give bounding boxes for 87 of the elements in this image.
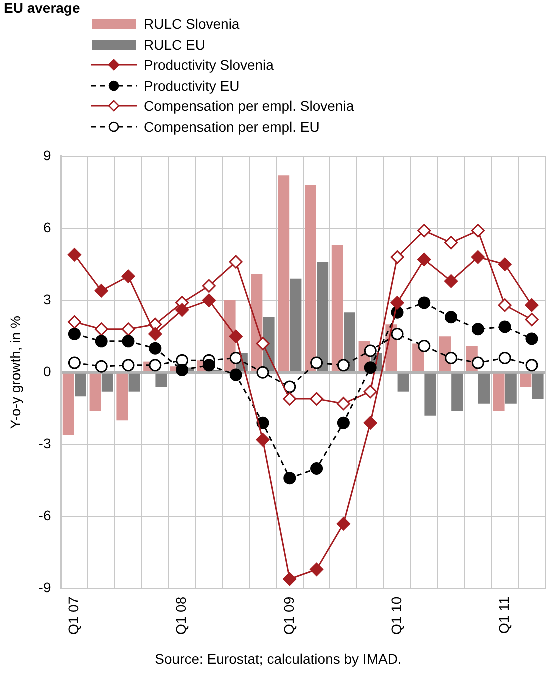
source-note: Source: Eurostat; calculations by IMAD. — [154, 651, 403, 667]
point — [122, 335, 135, 348]
legend-label: RULC Slovenia — [144, 15, 240, 34]
point — [230, 352, 242, 364]
y-axis-title: Y-o-y growth, in % — [7, 316, 24, 430]
point — [418, 252, 432, 266]
point — [122, 322, 136, 336]
point — [471, 224, 485, 238]
point — [148, 327, 162, 341]
point — [418, 224, 432, 238]
point — [256, 337, 270, 351]
point — [337, 359, 350, 372]
point — [176, 303, 190, 317]
point — [498, 352, 512, 364]
point — [390, 296, 404, 310]
point — [149, 359, 162, 372]
point — [472, 323, 484, 336]
point — [256, 366, 270, 379]
point — [364, 344, 377, 358]
point — [526, 332, 538, 346]
x-tick-label: Q1 09 — [280, 596, 297, 636]
point — [149, 342, 162, 355]
point — [472, 356, 484, 370]
point — [202, 359, 216, 372]
point — [256, 433, 270, 447]
point — [336, 517, 350, 531]
point — [444, 236, 458, 250]
x-tick-label: Q1 10 — [388, 596, 404, 636]
x-tick-label: Q1 08 — [173, 596, 190, 636]
point — [229, 330, 243, 344]
point — [526, 359, 538, 372]
point — [229, 255, 243, 269]
y-tick-label: 0 — [43, 363, 52, 380]
point — [94, 284, 108, 298]
point — [418, 296, 431, 310]
point — [94, 322, 108, 336]
y-tick-label: 9 — [43, 147, 52, 164]
point — [336, 397, 350, 411]
x-tick-label: Q1 11 — [496, 596, 512, 634]
point — [95, 360, 108, 373]
point — [310, 356, 324, 370]
point — [310, 462, 324, 475]
point — [498, 320, 512, 334]
y-tick-label: 6 — [43, 219, 52, 236]
point — [230, 368, 242, 382]
point — [525, 298, 539, 312]
point — [364, 385, 378, 399]
point — [283, 392, 297, 406]
point — [390, 250, 404, 264]
point — [364, 362, 377, 374]
point — [310, 562, 324, 576]
point — [202, 279, 216, 293]
legend-label: Compensation per empl. Slovenia — [144, 97, 354, 116]
y-tick-label: -3 — [38, 436, 52, 452]
legend-label: Compensation per empl. EU — [144, 118, 320, 137]
point — [445, 352, 458, 364]
point — [68, 356, 81, 370]
point — [418, 340, 431, 352]
point — [202, 294, 216, 308]
point — [176, 364, 189, 376]
point — [310, 392, 324, 406]
point — [498, 298, 512, 312]
y-tick-label: -9 — [38, 580, 52, 596]
point — [498, 258, 512, 272]
point — [68, 328, 81, 340]
point — [68, 315, 82, 329]
x-tick-label: Q1 07 — [66, 596, 82, 636]
y-tick-label: 3 — [43, 291, 52, 308]
point — [284, 472, 296, 485]
point — [68, 248, 82, 262]
point — [122, 359, 135, 372]
point — [95, 335, 108, 348]
legend-label: RULC EU — [144, 36, 206, 55]
point — [391, 328, 404, 340]
y-tick-label: -6 — [38, 508, 52, 524]
point — [444, 274, 458, 288]
point — [284, 380, 296, 394]
point — [525, 313, 539, 327]
point — [471, 250, 485, 264]
point — [122, 270, 136, 284]
point — [337, 416, 350, 430]
point — [283, 572, 297, 586]
chart-title: EU average — [4, 0, 80, 16]
point — [364, 416, 378, 430]
legend-label: Productivity EU — [144, 76, 240, 96]
point — [445, 311, 458, 324]
legend-label: Productivity Slovenia — [144, 56, 274, 76]
